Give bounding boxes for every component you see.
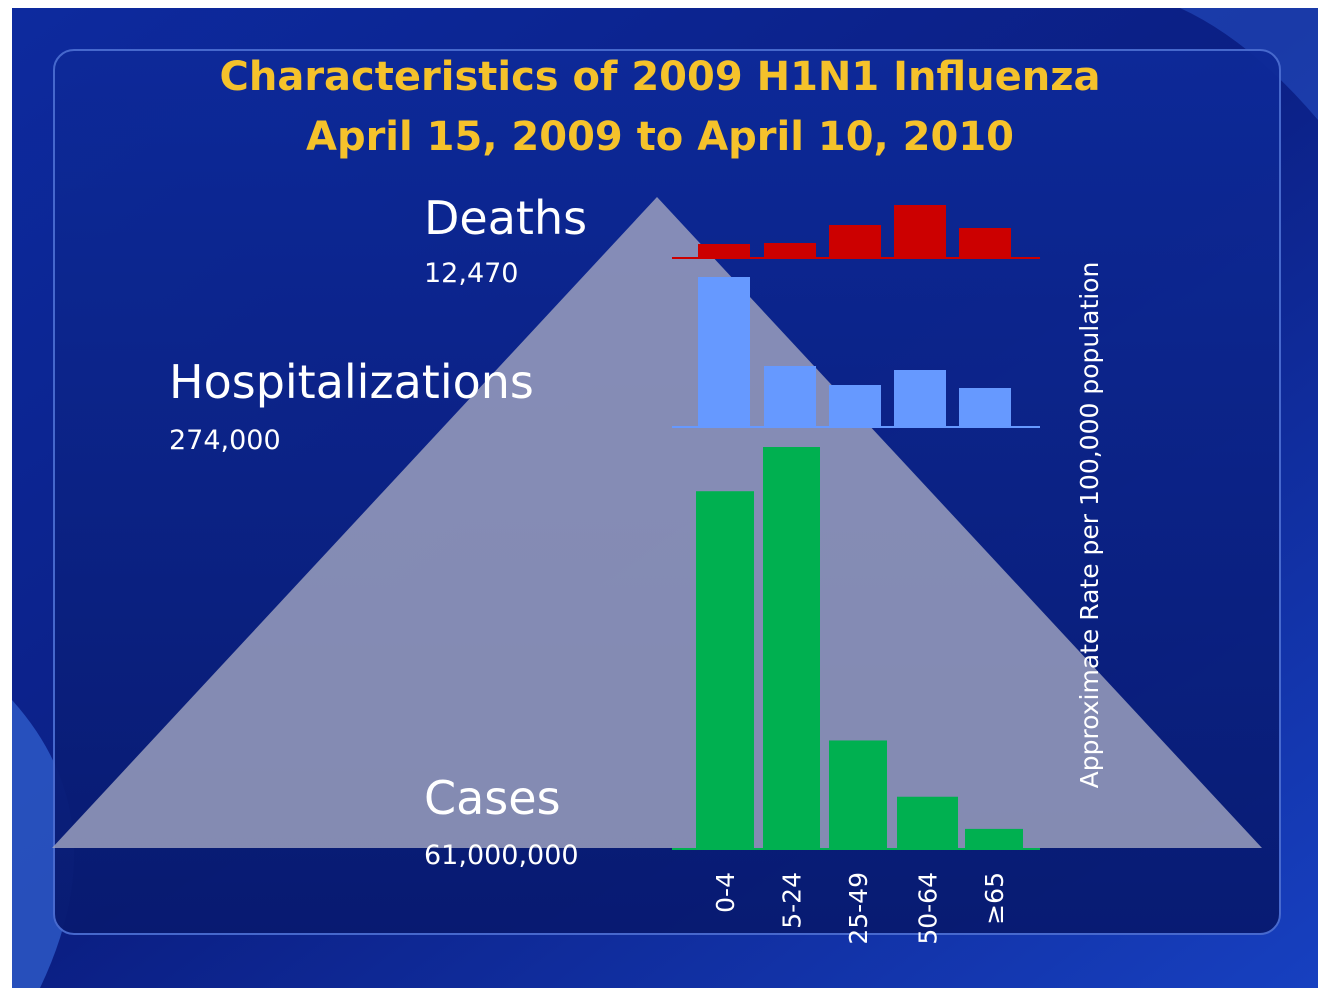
slide-title-line2: April 15, 2009 to April 10, 2010	[306, 114, 1014, 160]
hospitalizations-bar-2	[764, 366, 816, 427]
label-cases: Cases	[424, 771, 561, 825]
cases-bar-3	[829, 740, 887, 849]
deaths-bar-2	[764, 243, 816, 258]
slide-title-line1: Characteristics of 2009 H1N1 Influenza	[220, 54, 1101, 100]
cases-bar-1	[696, 491, 754, 849]
hospitalizations-bars	[698, 277, 1011, 427]
x-tick-label: 0-4	[711, 872, 740, 913]
deaths-bar-3	[829, 225, 881, 258]
x-tick-label: 25-49	[844, 872, 873, 945]
count-cases: 61,000,000	[424, 840, 579, 871]
count-deaths: 12,470	[424, 258, 518, 289]
y-axis-title: Approximate Rate per 100,000 population	[1075, 262, 1104, 789]
x-tick-label: ≥65	[980, 872, 1009, 925]
count-hospitalizations: 274,000	[169, 425, 281, 456]
hospitalizations-bar-4	[894, 370, 946, 427]
deaths-bar-5	[959, 228, 1011, 258]
deaths-bar-4	[894, 205, 946, 258]
x-tick-label: 5-24	[778, 872, 807, 929]
deaths-bar-1	[698, 244, 750, 258]
x-axis-ticks: 0-4 5-24 25-49 50-64 ≥65	[711, 872, 1009, 945]
hospitalizations-bar-1	[698, 277, 750, 427]
deaths-bars	[698, 205, 1011, 258]
cases-bar-2	[763, 447, 820, 849]
label-deaths: Deaths	[424, 191, 587, 245]
cases-bar-5	[965, 828, 1023, 849]
hospitalizations-bar-5	[959, 388, 1011, 427]
pyramid-triangle	[52, 197, 1262, 848]
label-hospitalizations: Hospitalizations	[169, 355, 534, 409]
cases-bars	[696, 447, 1023, 849]
cases-bar-4	[897, 796, 958, 849]
x-tick-label: 50-64	[914, 872, 943, 945]
corner-swoosh-top	[1180, 8, 1318, 120]
hospitalizations-bar-3	[829, 385, 881, 427]
